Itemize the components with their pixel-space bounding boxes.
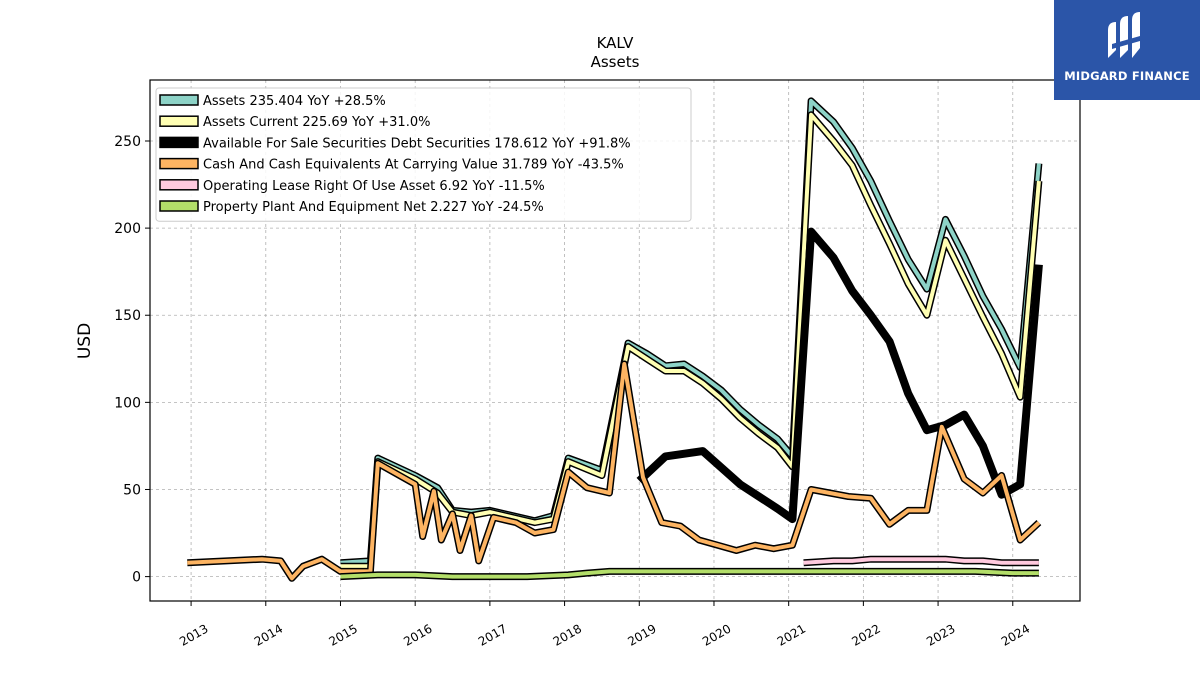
legend-swatch: [159, 115, 199, 127]
y-axis-label: USD: [75, 323, 95, 359]
midgard-finance-logo: MIDGARD FINANCE: [1054, 0, 1200, 100]
legend-swatch: [159, 200, 199, 212]
legend-swatch: [159, 157, 199, 170]
plot-area-frame: [149, 79, 1081, 602]
legend-swatch: [159, 94, 199, 106]
y-tick-label: 200: [114, 221, 141, 237]
legend-label: Operating Lease Right Of Use Asset 6.92 …: [203, 179, 545, 194]
x-tick-label: 2023: [924, 621, 957, 648]
y-tick-label: 250: [114, 134, 141, 150]
x-tick-label: 2017: [476, 621, 509, 648]
series-line-cash-and-cash-equivalents-at-carrying-va: [187, 362, 1041, 581]
series-line-property-plant-and-equipment-net-2-227-y: [340, 569, 1039, 579]
x-tick-label: 2022: [849, 621, 882, 648]
legend-label: Cash And Cash Equivalents At Carrying Va…: [203, 158, 624, 173]
legend-label: Assets 235.404 YoY +28.5%: [203, 94, 386, 109]
legend-swatch: [159, 136, 199, 149]
x-tick-label: 2024: [999, 621, 1032, 648]
x-tick-label: 2013: [177, 621, 210, 648]
x-tick-label: 2020: [700, 621, 733, 648]
x-tick-label: 2019: [625, 621, 658, 648]
series-line-assets-current-225-69-yoy-31-0: [340, 112, 1041, 569]
series-line-operating-lease-right-of-use-asset-6-92-: [803, 557, 1039, 565]
x-tick-label: 2014: [252, 621, 285, 648]
y-tick-label: 50: [123, 482, 141, 498]
y-tick-label: 100: [114, 395, 141, 411]
series-line-available-for-sale-securities-debt-secur: [636, 227, 1043, 524]
legend-box: [155, 87, 692, 222]
logo-text: MIDGARD FINANCE: [1064, 69, 1190, 83]
x-tick-label: 2015: [327, 621, 360, 648]
y-tick-label: 0: [132, 570, 141, 586]
chart-subtitle: Assets: [591, 53, 640, 71]
y-tick-label: 150: [114, 308, 141, 324]
legend-label: Assets Current 225.69 YoY +31.0%: [203, 115, 430, 130]
chart-title: KALV: [597, 34, 635, 52]
midgard-logo-icon: [1108, 12, 1140, 58]
legend-swatch: [159, 179, 199, 191]
x-tick-label: 2018: [551, 621, 584, 648]
legend-label: Available For Sale Securities Debt Secur…: [203, 136, 631, 151]
series-group: [187, 97, 1043, 582]
legend-label: Property Plant And Equipment Net 2.227 Y…: [203, 200, 544, 215]
x-tick-label: 2021: [775, 621, 808, 648]
x-tick-label: 2016: [401, 621, 434, 648]
legend: Assets 235.404 YoY +28.5% Assets Current …: [155, 87, 692, 222]
